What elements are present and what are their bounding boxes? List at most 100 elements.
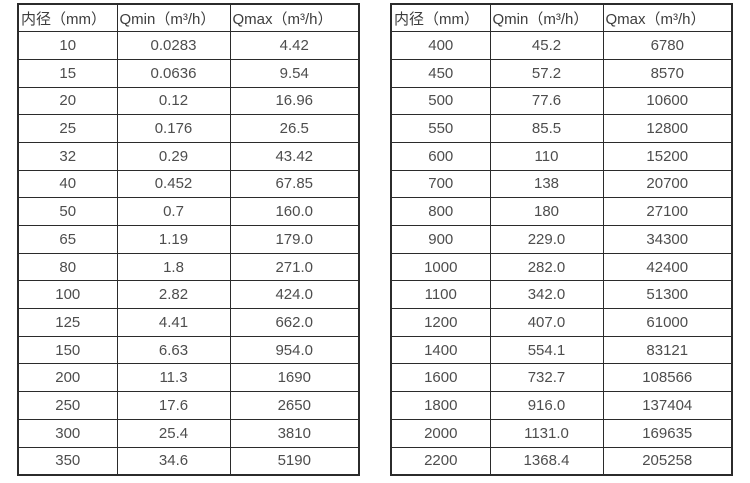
table-cell: 1.8 <box>116 252 231 282</box>
column-header: Qmax（m³/h） <box>229 3 360 33</box>
table-row: 900 229.0 34300 <box>390 225 733 254</box>
table-cell: 0.29 <box>116 141 231 171</box>
table-cell: 407.0 <box>489 308 604 337</box>
table-cell: 57.2 <box>489 58 604 88</box>
table-cell: 1800 <box>390 391 491 420</box>
table-cell: 17.6 <box>116 391 231 420</box>
table-row: 2000 1131.0 169635 <box>390 418 733 448</box>
table-cell: 1368.4 <box>489 446 604 476</box>
table-row: 125 4.41 662.0 <box>17 308 360 337</box>
table-cell: 4.41 <box>116 308 231 337</box>
table-cell: 11.3 <box>116 363 231 393</box>
table-row: 200 11.3 1690 <box>17 363 360 393</box>
table-cell: 300 <box>17 418 118 448</box>
table-cell: 83121 <box>602 335 733 365</box>
table-cell: 916.0 <box>489 391 604 420</box>
table-cell: 342.0 <box>489 280 604 310</box>
table-row: 1100 342.0 51300 <box>390 280 733 310</box>
table-cell: 250 <box>17 391 118 420</box>
table-cell: 12800 <box>602 114 733 143</box>
table-row: 1000 282.0 42400 <box>390 252 733 282</box>
table-cell: 1100 <box>390 280 491 310</box>
table-cell: 6780 <box>602 31 733 60</box>
table-cell: 42400 <box>602 252 733 282</box>
table-cell: 150 <box>17 335 118 365</box>
table-row: 300 25.4 3810 <box>17 418 360 448</box>
table-row: 100 2.82 424.0 <box>17 280 360 310</box>
column-header: Qmax（m³/h） <box>602 3 733 33</box>
table-cell: 16.96 <box>229 86 360 116</box>
table-cell: 169635 <box>602 418 733 448</box>
table-row: 32 0.29 43.42 <box>17 141 360 171</box>
table-cell: 662.0 <box>229 308 360 337</box>
table-cell: 20700 <box>602 169 733 199</box>
table-row: 2200 1368.4 205258 <box>390 446 733 476</box>
table-cell: 1200 <box>390 308 491 337</box>
table-cell: 138 <box>489 169 604 199</box>
table-row: 10 0.0283 4.42 <box>17 31 360 60</box>
table-cell: 137404 <box>602 391 733 420</box>
table-cell: 110 <box>489 141 604 171</box>
table-cell: 61000 <box>602 308 733 337</box>
column-header: Qmin（m³/h） <box>116 3 231 33</box>
column-header: Qmin（m³/h） <box>489 3 604 33</box>
table-cell: 179.0 <box>229 225 360 254</box>
table-row: 20 0.12 16.96 <box>17 86 360 116</box>
table-row: 40 0.452 67.85 <box>17 169 360 199</box>
table-cell: 500 <box>390 86 491 116</box>
table-row: 50 0.7 160.0 <box>17 197 360 226</box>
table-cell: 0.452 <box>116 169 231 199</box>
table-cell: 600 <box>390 141 491 171</box>
table-cell: 4.42 <box>229 31 360 60</box>
table-cell: 1600 <box>390 363 491 393</box>
table-cell: 10 <box>17 31 118 60</box>
table-cell: 1.19 <box>116 225 231 254</box>
table-cell: 0.12 <box>116 86 231 116</box>
table-cell: 51300 <box>602 280 733 310</box>
table-row: 700 138 20700 <box>390 169 733 199</box>
table-cell: 350 <box>17 446 118 476</box>
table-cell: 1690 <box>229 363 360 393</box>
table-cell: 180 <box>489 197 604 226</box>
table-cell: 25 <box>17 114 118 143</box>
column-header: 内径（mm） <box>390 3 491 33</box>
table-cell: 2.82 <box>116 280 231 310</box>
table-cell: 700 <box>390 169 491 199</box>
table-cell: 100 <box>17 280 118 310</box>
table-cell: 282.0 <box>489 252 604 282</box>
table-cell: 0.0283 <box>116 31 231 60</box>
table-row: 800 180 27100 <box>390 197 733 226</box>
table-cell: 229.0 <box>489 225 604 254</box>
table-row: 65 1.19 179.0 <box>17 225 360 254</box>
table-cell: 125 <box>17 308 118 337</box>
table-row: 15 0.0636 9.54 <box>17 58 360 88</box>
table-cell: 1400 <box>390 335 491 365</box>
table-cell: 732.7 <box>489 363 604 393</box>
table-cell: 800 <box>390 197 491 226</box>
table-cell: 108566 <box>602 363 733 393</box>
table-cell: 10600 <box>602 86 733 116</box>
header-row: 内径（mm） Qmin（m³/h） Qmax（m³/h） <box>17 3 360 33</box>
table-row: 600 110 15200 <box>390 141 733 171</box>
table-cell: 5190 <box>229 446 360 476</box>
table-cell: 554.1 <box>489 335 604 365</box>
table-cell: 954.0 <box>229 335 360 365</box>
table-cell: 424.0 <box>229 280 360 310</box>
table-row: 250 17.6 2650 <box>17 391 360 420</box>
table-cell: 3810 <box>229 418 360 448</box>
table-cell: 15200 <box>602 141 733 171</box>
table-row: 25 0.176 26.5 <box>17 114 360 143</box>
table-cell: 550 <box>390 114 491 143</box>
table-cell: 15 <box>17 58 118 88</box>
table-row: 1800 916.0 137404 <box>390 391 733 420</box>
table-cell: 25.4 <box>116 418 231 448</box>
table-cell: 20 <box>17 86 118 116</box>
table-row: 1200 407.0 61000 <box>390 308 733 337</box>
table-cell: 6.63 <box>116 335 231 365</box>
table-row: 550 85.5 12800 <box>390 114 733 143</box>
table-row: 1400 554.1 83121 <box>390 335 733 365</box>
table-cell: 85.5 <box>489 114 604 143</box>
table-cell: 205258 <box>602 446 733 476</box>
table-row: 1600 732.7 108566 <box>390 363 733 393</box>
table-cell: 67.85 <box>229 169 360 199</box>
